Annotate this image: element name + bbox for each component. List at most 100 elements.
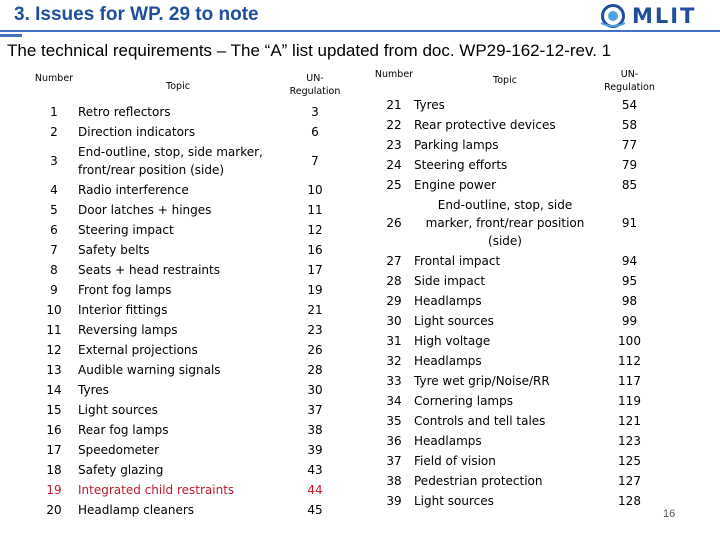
row-number: 29: [386, 294, 402, 308]
row-topic: Headlamps: [414, 294, 482, 308]
row-regulation: 119: [618, 394, 641, 408]
row-topic: Parking lamps: [414, 138, 499, 152]
row-regulation: 117: [618, 374, 641, 388]
title-divider-accent: [0, 34, 22, 37]
row-regulation: 10: [307, 183, 323, 197]
table-row: 7 Safety belts 16: [34, 241, 344, 259]
table-row: 4 Radio interference 10: [34, 181, 344, 199]
row-number: 26: [386, 216, 402, 230]
header-regulation: UN-Regulation: [604, 69, 655, 93]
row-regulation: 39: [307, 443, 323, 457]
row-number: 33: [386, 374, 402, 388]
table-row: 20 Headlamp cleaners 45: [34, 501, 344, 519]
row-number: 9: [50, 283, 58, 297]
row-number: 15: [46, 403, 62, 417]
row-regulation: 3: [311, 105, 319, 119]
table-row: 37 Field of vision 125: [374, 452, 659, 470]
table-row: 14 Tyres 30: [34, 381, 344, 399]
table-row: 28 Side impact 95: [374, 272, 659, 290]
table-row: 26 End-outline, stop, side marker, front/…: [374, 196, 659, 250]
row-regulation: 17: [307, 263, 323, 277]
slide-title: 3. Issues for WP. 29 to note: [14, 4, 259, 25]
table-row: 34 Cornering lamps 119: [374, 392, 659, 410]
page-number: 16: [663, 508, 676, 520]
row-number: 11: [46, 323, 62, 337]
row-number: 23: [386, 138, 402, 152]
table-row: 18 Safety glazing 43: [34, 461, 344, 479]
mlit-logo-text: MLIT: [632, 4, 697, 28]
row-topic: Tyres: [78, 383, 109, 397]
row-regulation: 16: [307, 243, 323, 257]
row-topic: Rear protective devices: [414, 118, 556, 132]
row-number: 17: [46, 443, 62, 457]
row-topic: Cornering lamps: [414, 394, 513, 408]
row-number: 36: [386, 434, 402, 448]
row-regulation: 12: [307, 223, 323, 237]
row-topic: Safety glazing: [78, 463, 164, 477]
row-topic: End-outline, stop, side marker, front/re…: [78, 145, 263, 177]
table-row: 27 Frontal impact 94: [374, 252, 659, 270]
table-row: 3 End-outline, stop, side marker, front/r…: [34, 143, 344, 179]
row-topic: Safety belts: [78, 243, 150, 257]
table-row: 12 External projections 26: [34, 341, 344, 359]
row-regulation: 11: [307, 203, 323, 217]
table-row: 2 Direction indicators 6: [34, 123, 344, 141]
row-topic: Direction indicators: [78, 125, 196, 139]
row-number: 30: [386, 314, 402, 328]
row-number: 10: [46, 303, 62, 317]
row-regulation: 128: [618, 494, 641, 508]
header-number: Number: [34, 73, 74, 84]
row-regulation: 38: [307, 423, 323, 437]
table-row: 5 Door latches + hinges 11: [34, 201, 344, 219]
row-number: 13: [46, 363, 62, 377]
row-topic: Pedestrian protection: [414, 474, 543, 488]
row-topic: Field of vision: [414, 454, 496, 468]
header-topic: Topic: [166, 81, 190, 92]
row-regulation: 127: [618, 474, 641, 488]
table-row: 11 Reversing lamps 23: [34, 321, 344, 339]
row-number: 38: [386, 474, 402, 488]
table-row: 21 Tyres 54: [374, 96, 659, 114]
table-row: 16 Rear fog lamps 38: [34, 421, 344, 439]
regulation-table-right: Number Topic UN-Regulation 21 Tyres 54 22 Re…: [374, 68, 659, 518]
row-number: 8: [50, 263, 58, 277]
table-row: 36 Headlamps 123: [374, 432, 659, 450]
row-topic: Controls and tell tales: [414, 414, 546, 428]
row-number: 25: [386, 178, 402, 192]
row-number: 37: [386, 454, 402, 468]
row-regulation: 7: [311, 154, 319, 168]
table-row: 38 Pedestrian protection 127: [374, 472, 659, 490]
row-number: 35: [386, 414, 402, 428]
row-topic: Reversing lamps: [78, 323, 178, 337]
row-topic: Light sources: [78, 403, 158, 417]
row-topic: End-outline, stop, side marker, front/re…: [425, 198, 585, 248]
row-number: 21: [386, 98, 402, 112]
row-topic: Tyre wet grip/Noise/RR: [414, 374, 550, 388]
row-regulation: 43: [307, 463, 323, 477]
table-row: 13 Audible warning signals 28: [34, 361, 344, 379]
row-regulation: 98: [621, 294, 638, 308]
row-number: 14: [46, 383, 62, 397]
row-topic: Side impact: [414, 274, 486, 288]
table-row: 30 Light sources 99: [374, 312, 659, 330]
row-number: 39: [386, 494, 402, 508]
row-regulation: 95: [621, 274, 638, 288]
row-regulation: 26: [307, 343, 323, 357]
table-row: 23 Parking lamps 77: [374, 136, 659, 154]
row-regulation: 94: [621, 254, 638, 268]
row-topic: High voltage: [414, 334, 491, 348]
row-number: 16: [46, 423, 62, 437]
row-number: 27: [386, 254, 402, 268]
table-row: 10 Interior fittings 21: [34, 301, 344, 319]
row-topic: Audible warning signals: [78, 363, 221, 377]
header-regulation: UN-Regulation: [289, 73, 341, 97]
row-number: 3: [50, 154, 58, 168]
row-topic: Integrated child restraints: [78, 483, 235, 497]
row-topic: Steering efforts: [414, 158, 508, 172]
row-topic: Tyres: [414, 98, 445, 112]
row-number: 6: [50, 223, 58, 237]
header-topic: Topic: [493, 75, 517, 86]
row-number: 2: [50, 125, 58, 139]
row-topic: Retro reflectors: [78, 105, 171, 119]
slide-subtitle: The technical requirements – The “A” lis…: [7, 41, 612, 60]
